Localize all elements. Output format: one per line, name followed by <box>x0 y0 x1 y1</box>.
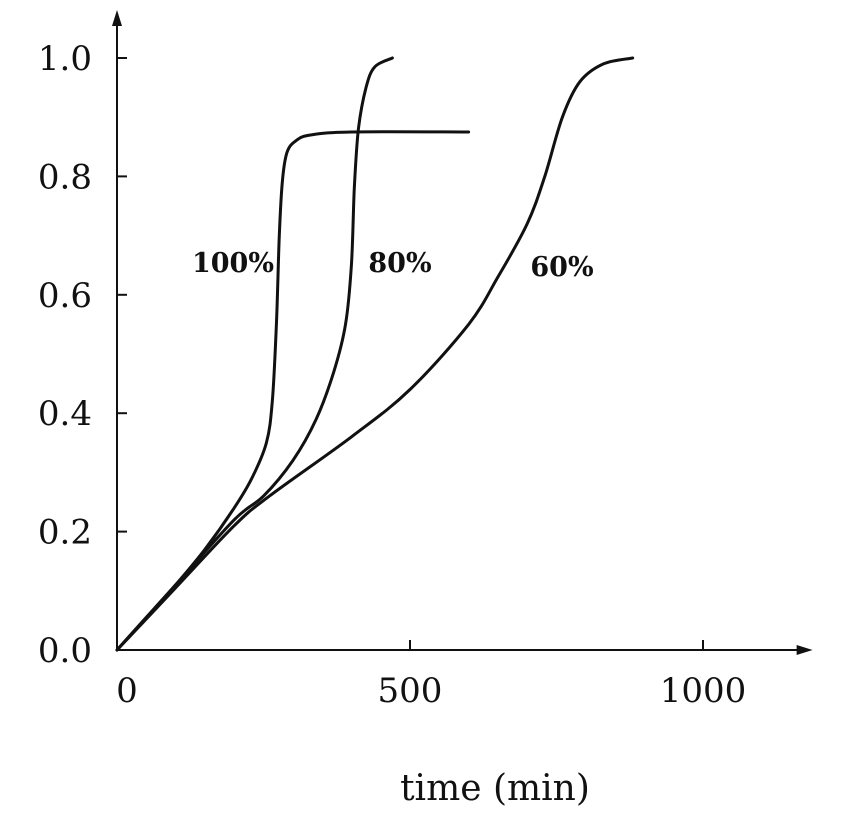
x-axis-arrow-icon <box>796 645 813 655</box>
series-line-80-percent <box>115 56 394 652</box>
y-axis-arrow-icon <box>112 10 122 26</box>
x-tick-label: 0 <box>116 671 138 711</box>
axis-ticks: 0.0 0.2 0.4 0.6 0.8 1.0 0 500 1000 <box>38 39 746 711</box>
series-line-60-percent <box>115 56 635 652</box>
series-label-100-percent: 100% <box>192 248 274 279</box>
x-axis-title: time (min) <box>400 768 590 809</box>
x-tick-label: 1000 <box>660 671 747 711</box>
y-tick-label: 0.0 <box>38 631 92 671</box>
series-label-60-percent: 60% <box>530 252 593 283</box>
y-tick-label: 0.8 <box>38 157 92 197</box>
y-tick-label: 0.2 <box>38 513 92 553</box>
y-tick-label: 0.4 <box>38 394 92 434</box>
y-tick-label: 1.0 <box>38 39 92 79</box>
axes <box>112 10 813 655</box>
series-lines <box>115 56 635 652</box>
series-line-100-percent <box>115 130 471 652</box>
series-label-80-percent: 80% <box>368 248 431 279</box>
series-labels: 100% 80% 60% <box>192 248 594 283</box>
y-tick-label: 0.6 <box>38 276 92 316</box>
x-tick-label: 500 <box>378 671 443 711</box>
